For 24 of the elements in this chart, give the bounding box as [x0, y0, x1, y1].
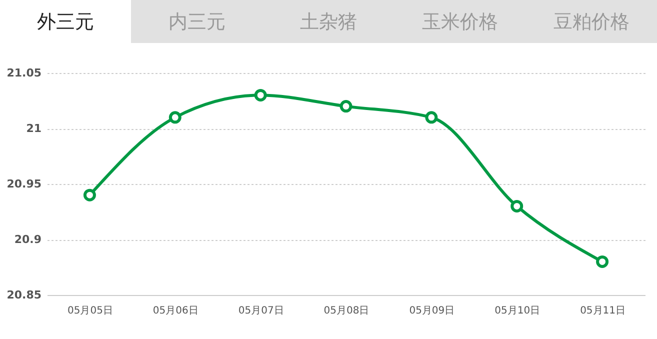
x-tick-label: 05月07日: [238, 306, 284, 316]
point: [168, 111, 182, 124]
y-tick-label: 20.85: [6, 288, 42, 302]
point: [254, 88, 267, 102]
text: 玉米价格: [420, 10, 499, 34]
y-tick-label: 20.95: [6, 178, 42, 190]
x-tick-label: 05月10日: [494, 306, 540, 316]
y-tick-label: 21: [26, 122, 42, 135]
text: 内三元: [168, 10, 227, 34]
x-tick-label: 05月08日: [324, 306, 370, 316]
text: 豆粕价格: [552, 10, 630, 34]
x-tick-label: 05月06日: [152, 306, 198, 316]
text: 土杂猪: [299, 10, 358, 34]
point: [83, 188, 96, 202]
y-tick-label: 20.9: [14, 233, 42, 246]
y-tick-label: 21.05: [6, 66, 42, 80]
point: [425, 111, 438, 124]
x-tick-label: 05月11日: [580, 306, 626, 316]
point: [596, 255, 609, 268]
x-tick-label: 05月09日: [409, 306, 455, 316]
text: 外三元: [0, 0, 132, 43]
point: [340, 100, 352, 113]
point: [510, 200, 524, 212]
x-tick-label: 05月05日: [67, 306, 113, 316]
